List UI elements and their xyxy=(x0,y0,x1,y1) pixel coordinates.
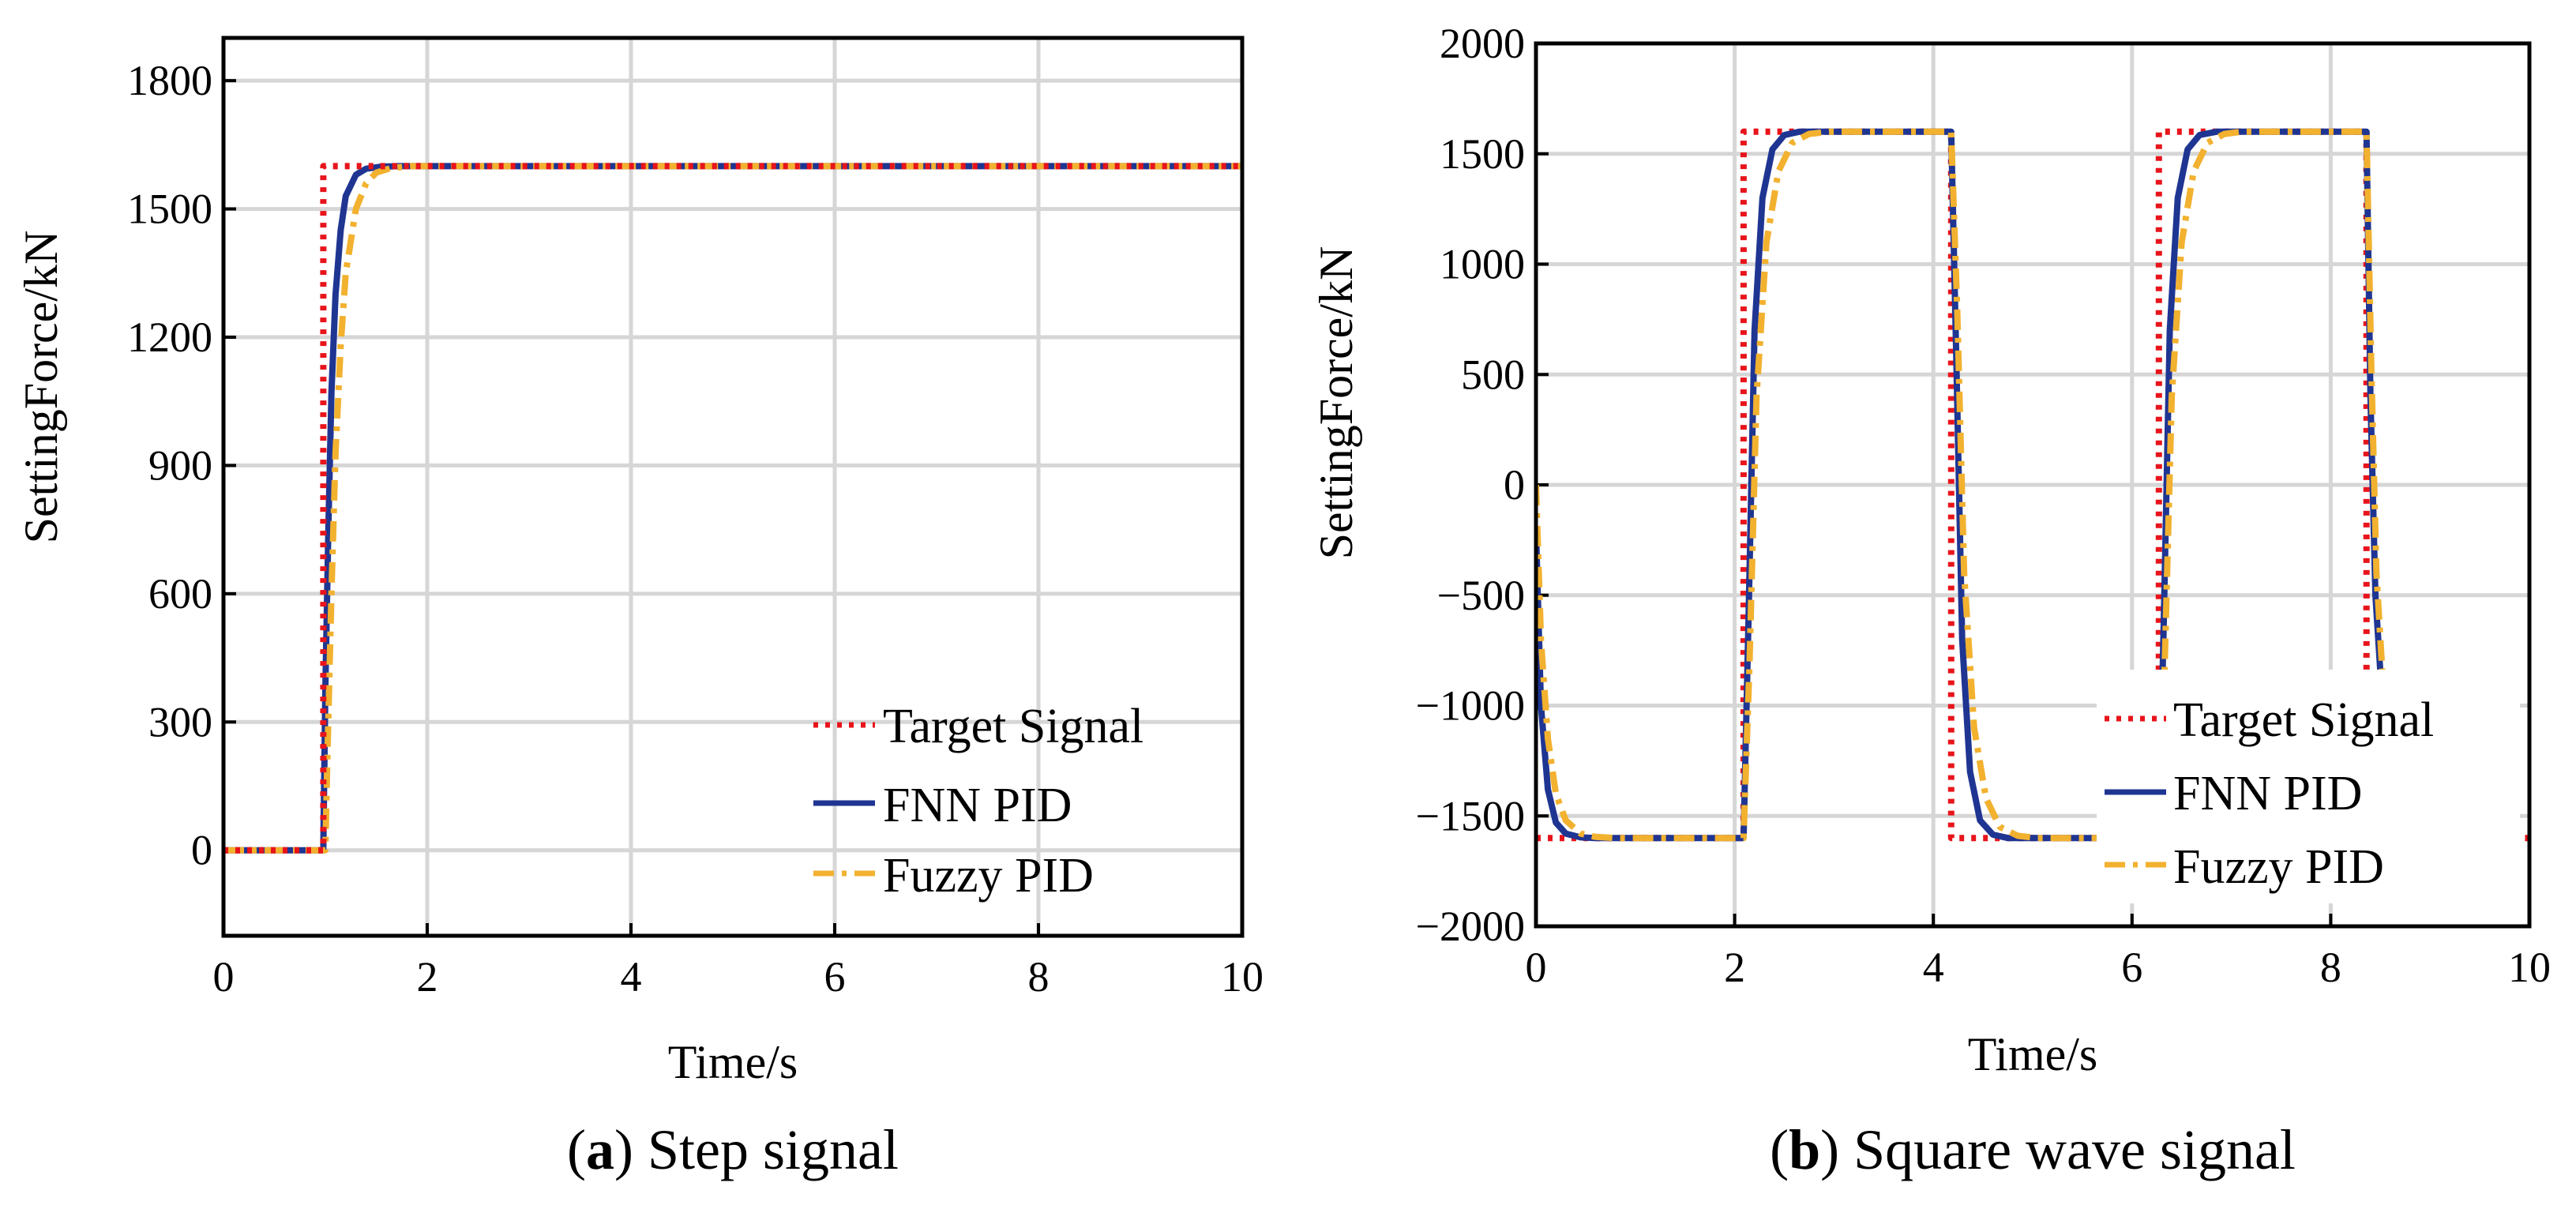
x-tick-label-a: 0 xyxy=(213,953,235,1001)
series-lines-b xyxy=(1536,128,2529,842)
x-tick-label-a: 4 xyxy=(621,953,642,1001)
legend-a-fnn-label: FNN PID xyxy=(883,779,1072,832)
legend-b-fnn-label: FNN PID xyxy=(2173,767,2362,820)
caption-b-letter: b xyxy=(1789,1118,1820,1181)
y-tick-label-a: 0 xyxy=(191,827,212,874)
panel-a-step-signal: 0 300 600 900 1200 1500 1800 0 2 4 6 8 10 SettingFo… xyxy=(15,36,1264,1181)
y-tick-label-b: 500 xyxy=(1461,351,1525,398)
y-tick-label-b: −1500 xyxy=(1416,792,1525,839)
series-line-fnn-pid-b xyxy=(1536,128,2384,842)
legend-b: Target Signal FNN PID Fuzzy PID xyxy=(2097,670,2520,903)
series-line-target-signal-a xyxy=(223,163,1242,854)
y-tick-label-b: −1000 xyxy=(1416,682,1525,730)
y-tick-label-a: 300 xyxy=(148,698,212,745)
y-tick-label-b: 1500 xyxy=(1440,130,1525,178)
y-axis-label-b: SettingForce/kN xyxy=(1310,246,1362,560)
x-axis-label-a: Time/s xyxy=(668,1036,798,1088)
caption-a-text: Step signal xyxy=(648,1118,899,1181)
x-tick-labels-a: 0 2 4 6 8 10 xyxy=(213,953,1264,1001)
x-tick-label-b: 10 xyxy=(2508,944,2551,991)
caption-a-letter: a xyxy=(586,1118,614,1181)
caption-b: (b) Square wave signal xyxy=(1770,1118,2296,1181)
legend-b-target-label: Target Signal xyxy=(2173,693,2434,747)
y-tick-label-b: 0 xyxy=(1504,461,1525,509)
x-tick-label-a: 2 xyxy=(417,953,438,1001)
legend-a-fuzzy-label: Fuzzy PID xyxy=(883,849,1094,903)
x-tick-label-b: 4 xyxy=(1923,944,1944,991)
x-tick-label-b: 8 xyxy=(2320,944,2341,991)
x-tick-label-a: 8 xyxy=(1028,953,1050,1001)
y-tick-label-b: 1000 xyxy=(1440,241,1525,288)
plot-frame-a xyxy=(221,36,1245,938)
plot-frame-b xyxy=(1534,41,2532,929)
x-tick-labels-b: 0 2 4 6 8 10 xyxy=(1526,944,2552,991)
y-tick-label-a: 900 xyxy=(148,441,212,489)
y-tick-label-a: 600 xyxy=(148,570,212,618)
series-lines-a xyxy=(223,163,1242,854)
y-tick-labels-b: −2000 −1500 −1000 −500 0 500 1000 1500 2000 xyxy=(1416,20,1525,950)
y-tick-label-b: −2000 xyxy=(1416,903,1525,950)
y-tick-label-a: 1800 xyxy=(127,57,212,104)
legend-b-fuzzy-label: Fuzzy PID xyxy=(2173,840,2384,894)
y-tick-label-a: 1200 xyxy=(127,314,212,361)
y-tick-label-b: −500 xyxy=(1437,572,1525,619)
x-tick-label-a: 6 xyxy=(824,953,846,1001)
legend-a: Target Signal FNN PID Fuzzy PID xyxy=(813,700,1143,903)
caption-b-text: Square wave signal xyxy=(1853,1118,2296,1181)
y-tick-label-a: 1500 xyxy=(127,186,212,233)
panel-b-square-wave-signal: Target Signal FNN PID Fuzzy PID −2000 −15… xyxy=(1310,20,2551,1181)
y-axis-label-a: SettingForce/kN xyxy=(15,231,67,544)
series-line-fuzzy-pid-a xyxy=(223,163,1242,854)
x-tick-label-b: 0 xyxy=(1526,944,1547,991)
x-tick-label-b: 2 xyxy=(1724,944,1745,991)
y-tick-label-b: 2000 xyxy=(1440,20,1525,67)
x-tick-label-b: 6 xyxy=(2121,944,2142,991)
legend-a-target-label: Target Signal xyxy=(883,700,1143,753)
x-axis-label-b: Time/s xyxy=(1968,1028,2098,1080)
y-tick-labels-a: 0 300 600 900 1200 1500 1800 xyxy=(127,57,212,874)
x-tick-label-a: 10 xyxy=(1221,953,1264,1001)
series-line-fuzzy-pid-b xyxy=(1536,128,2386,842)
legend-b-background xyxy=(2097,670,2520,903)
caption-a: (a) Step signal xyxy=(567,1118,899,1181)
